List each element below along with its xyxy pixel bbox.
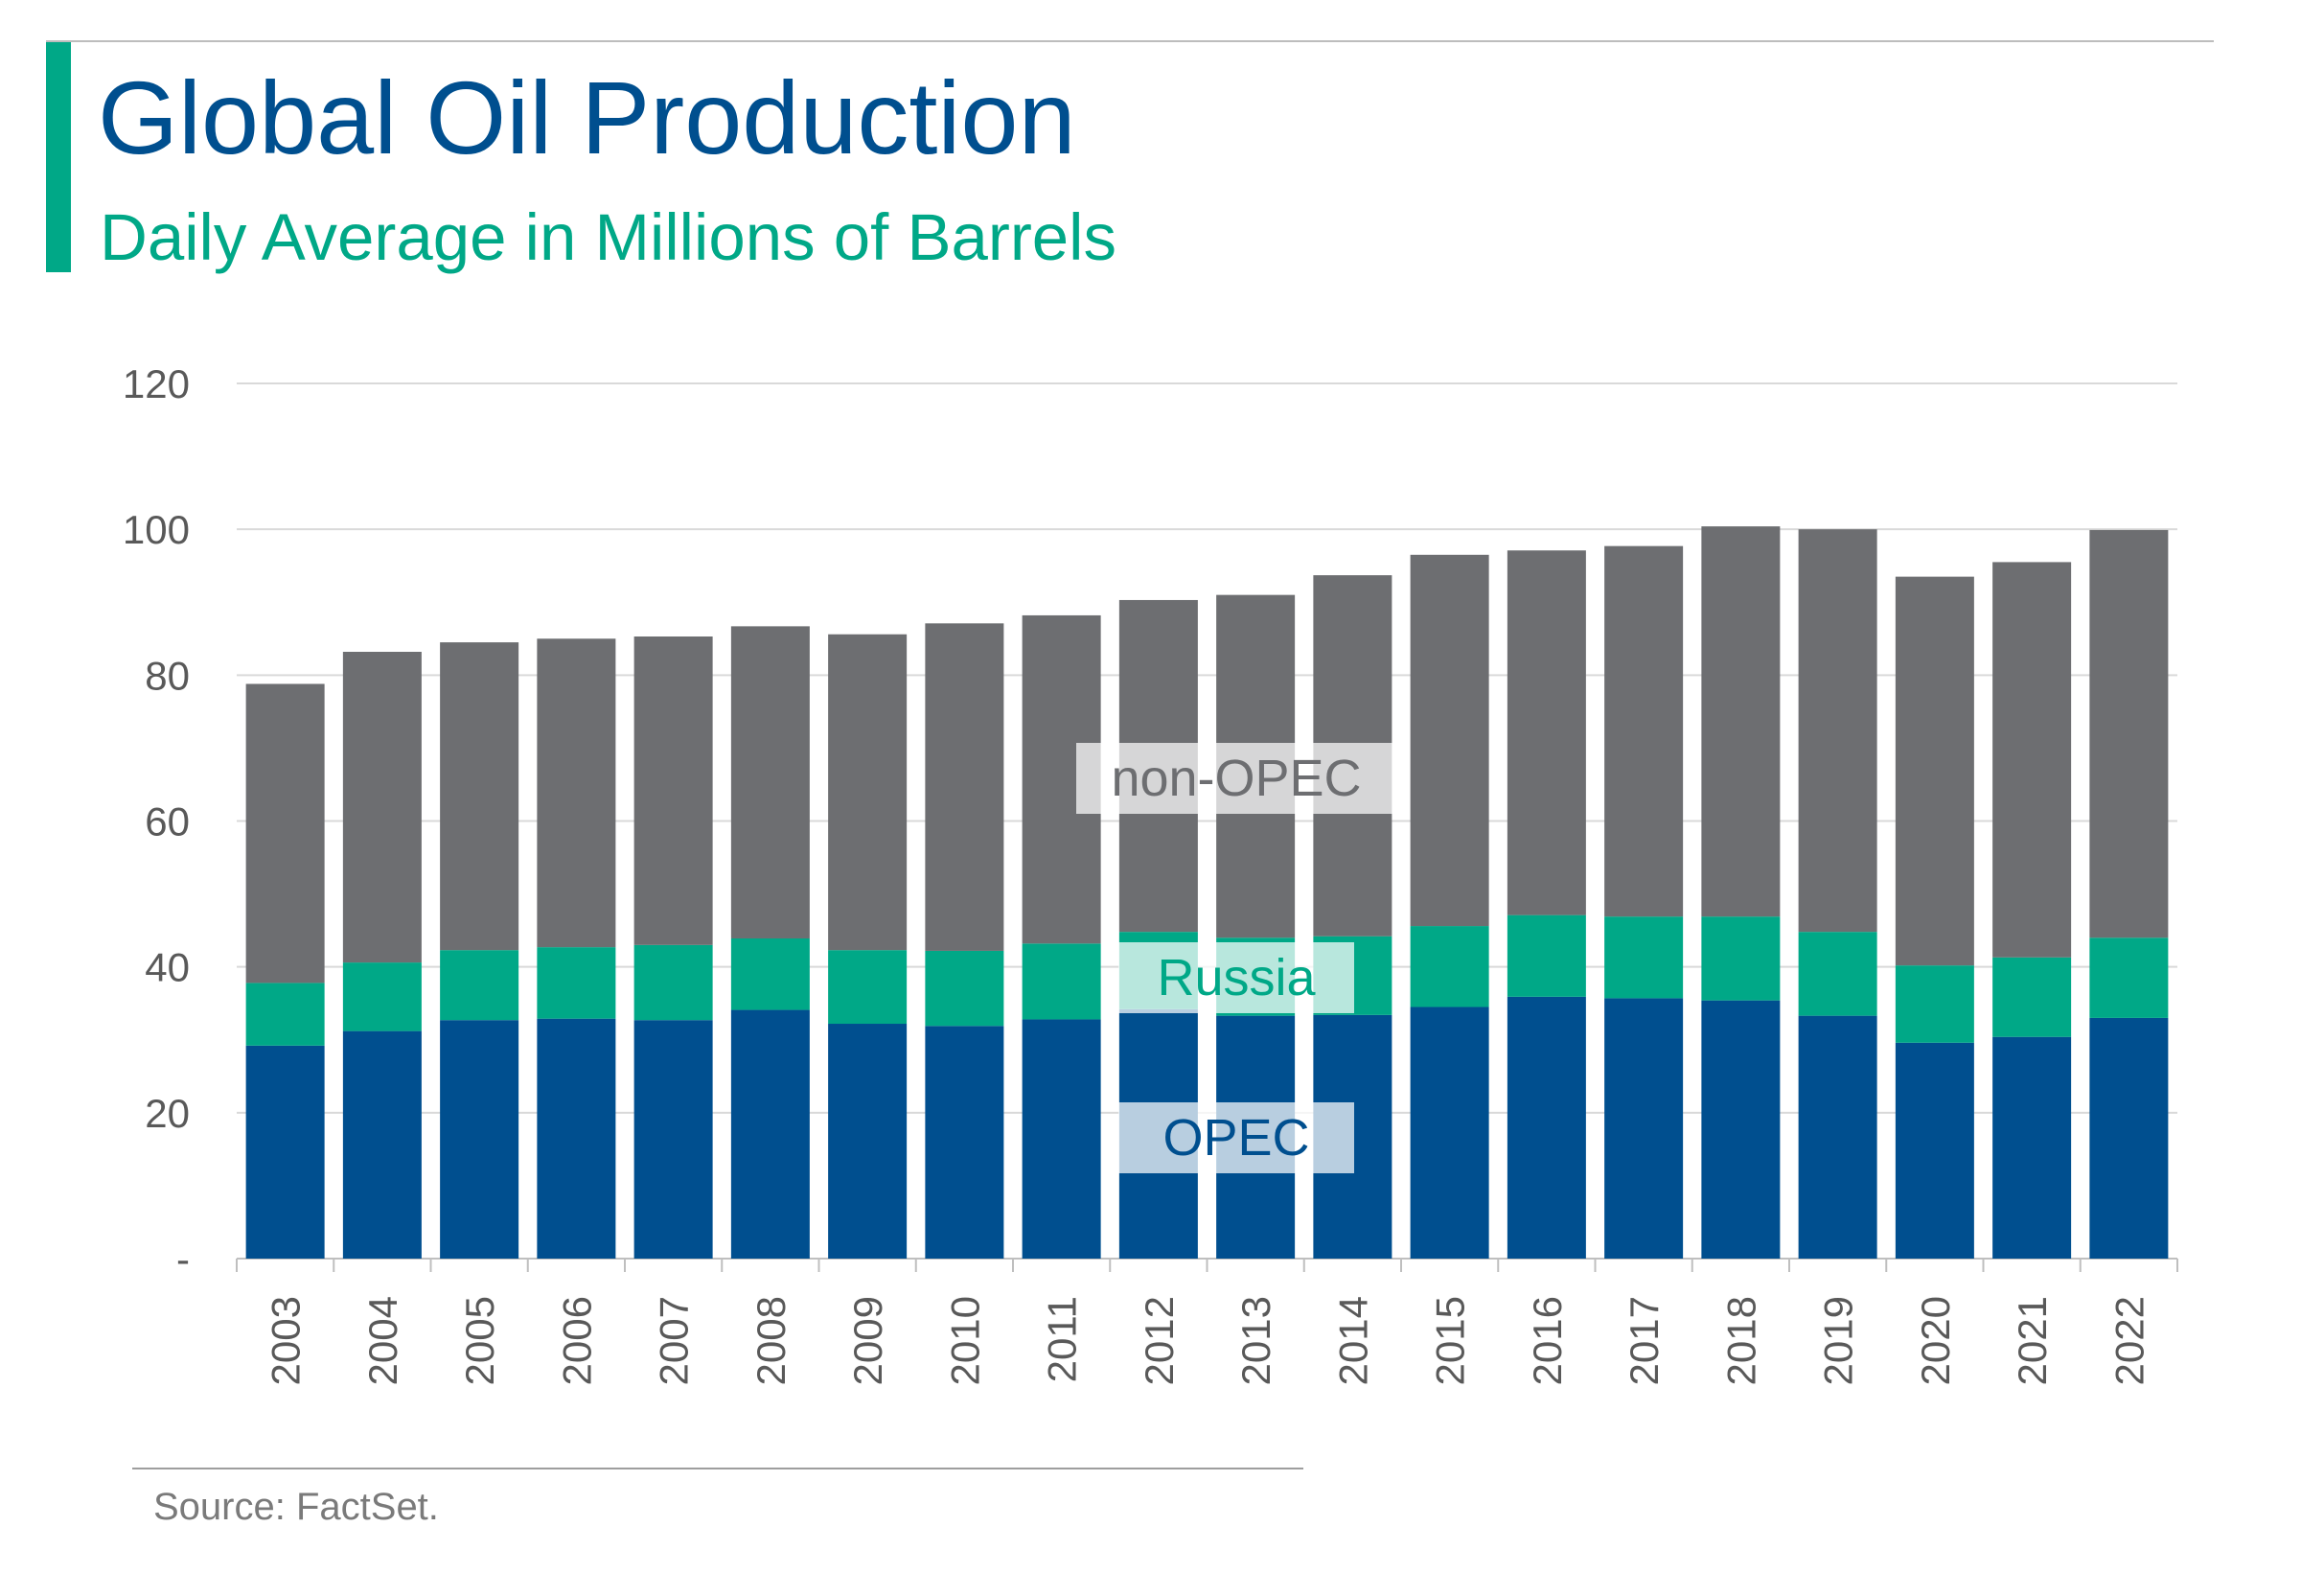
- x-tick-label: 2011: [1040, 1296, 1085, 1382]
- y-tick-label: 60: [145, 799, 190, 844]
- bar-non-opec: [633, 636, 713, 945]
- source-note: Source: FactSet.: [153, 1486, 439, 1528]
- x-tick-label: 2003: [264, 1296, 309, 1385]
- series-label-non-opec: non-OPEC: [1111, 750, 1361, 807]
- bar-russia: [342, 962, 422, 1031]
- bar-russia: [1410, 926, 1489, 1007]
- bar-russia: [730, 937, 810, 1010]
- top-rule: [46, 40, 2214, 42]
- bar-opec: [730, 1009, 810, 1259]
- chart-subtitle: Daily Average in Millions of Barrels: [100, 200, 1117, 274]
- series-label-non-opec-box: [1076, 743, 1396, 814]
- x-tick-label: 2015: [1428, 1296, 1473, 1385]
- x-tick-label: 2005: [457, 1296, 502, 1385]
- bar-non-opec: [342, 651, 422, 963]
- bar-russia: [1992, 957, 2072, 1037]
- x-tick-label: 2013: [1233, 1296, 1278, 1385]
- bar-russia: [633, 944, 713, 1021]
- bar-non-opec: [537, 638, 616, 948]
- y-tick-label: 100: [123, 507, 190, 552]
- x-tick-label: 2021: [2010, 1296, 2055, 1385]
- bar-russia: [1701, 916, 1781, 1001]
- bar-opec: [828, 1024, 908, 1259]
- bar-russia: [2089, 937, 2169, 1018]
- bar-opec: [1895, 1042, 1974, 1259]
- bar-non-opec: [2089, 529, 2169, 938]
- x-tick-label: 2014: [1330, 1296, 1375, 1385]
- x-tick-label: 2010: [942, 1296, 987, 1385]
- bar-russia: [828, 950, 908, 1025]
- x-tick-label: 2004: [360, 1296, 405, 1385]
- x-tick-label: 2020: [1913, 1296, 1958, 1385]
- bar-opec: [633, 1020, 713, 1259]
- bar-opec: [1410, 1006, 1489, 1259]
- bar-non-opec: [925, 623, 1004, 951]
- y-tick-label: 40: [145, 945, 190, 990]
- x-tick-label: 2006: [554, 1296, 599, 1385]
- bar-russia: [1798, 932, 1877, 1016]
- bar-opec: [1604, 998, 1684, 1259]
- bar-opec: [1701, 1000, 1781, 1259]
- y-tick-label: 120: [123, 361, 190, 406]
- bar-non-opec: [730, 626, 810, 938]
- bar-opec: [1507, 996, 1586, 1259]
- series-label-opec-box: [1118, 1102, 1354, 1173]
- title-accent-bar: [46, 42, 71, 272]
- bar-russia: [440, 950, 519, 1021]
- y-tick-label: 20: [145, 1091, 190, 1136]
- x-tick-label: 2019: [1816, 1296, 1861, 1385]
- bar-non-opec: [1895, 576, 1974, 966]
- bar-non-opec: [1798, 529, 1877, 933]
- x-tick-label: 2016: [1525, 1296, 1570, 1385]
- series-label-opec: OPEC: [1162, 1109, 1309, 1167]
- bar-opec: [925, 1026, 1004, 1259]
- bar-opec: [1798, 1015, 1877, 1259]
- bar-opec: [245, 1045, 325, 1259]
- x-tick-label: 2018: [1718, 1296, 1763, 1385]
- bar-russia: [1895, 965, 1974, 1043]
- bar-non-opec: [245, 683, 325, 983]
- bar-russia: [1604, 916, 1684, 999]
- bar-non-opec: [1507, 550, 1586, 915]
- chart-title: Global Oil Production: [98, 59, 1076, 175]
- x-tick-label: 2009: [845, 1296, 890, 1385]
- bar-non-opec: [828, 634, 908, 951]
- series-label-russia: Russia: [1157, 949, 1316, 1006]
- source-rule: [132, 1468, 1303, 1469]
- y-tick-label: -: [176, 1237, 190, 1282]
- series-label-russia-box: [1118, 942, 1354, 1013]
- x-tick-label: 2008: [748, 1296, 794, 1385]
- bar-russia: [537, 947, 616, 1019]
- bar-non-opec: [1410, 554, 1489, 927]
- bar-russia: [245, 983, 325, 1046]
- bar-opec: [342, 1030, 422, 1259]
- bar-opec: [1022, 1019, 1101, 1259]
- bar-opec: [440, 1020, 519, 1259]
- x-tick-label: 2022: [2106, 1296, 2151, 1385]
- bar-opec: [537, 1018, 616, 1259]
- x-tick-label: 2017: [1622, 1296, 1667, 1385]
- bar-opec: [2089, 1017, 2169, 1259]
- bar-russia: [925, 950, 1004, 1027]
- bar-non-opec: [1701, 526, 1781, 917]
- x-tick-label: 2007: [652, 1296, 697, 1385]
- bar-non-opec: [1992, 562, 2072, 958]
- bar-non-opec: [1604, 545, 1684, 917]
- bar-opec: [1992, 1036, 2072, 1259]
- y-tick-label: 80: [145, 653, 190, 698]
- bar-non-opec: [440, 642, 519, 951]
- bar-russia: [1507, 914, 1586, 997]
- bar-russia: [1022, 943, 1101, 1020]
- x-tick-label: 2012: [1137, 1296, 1182, 1385]
